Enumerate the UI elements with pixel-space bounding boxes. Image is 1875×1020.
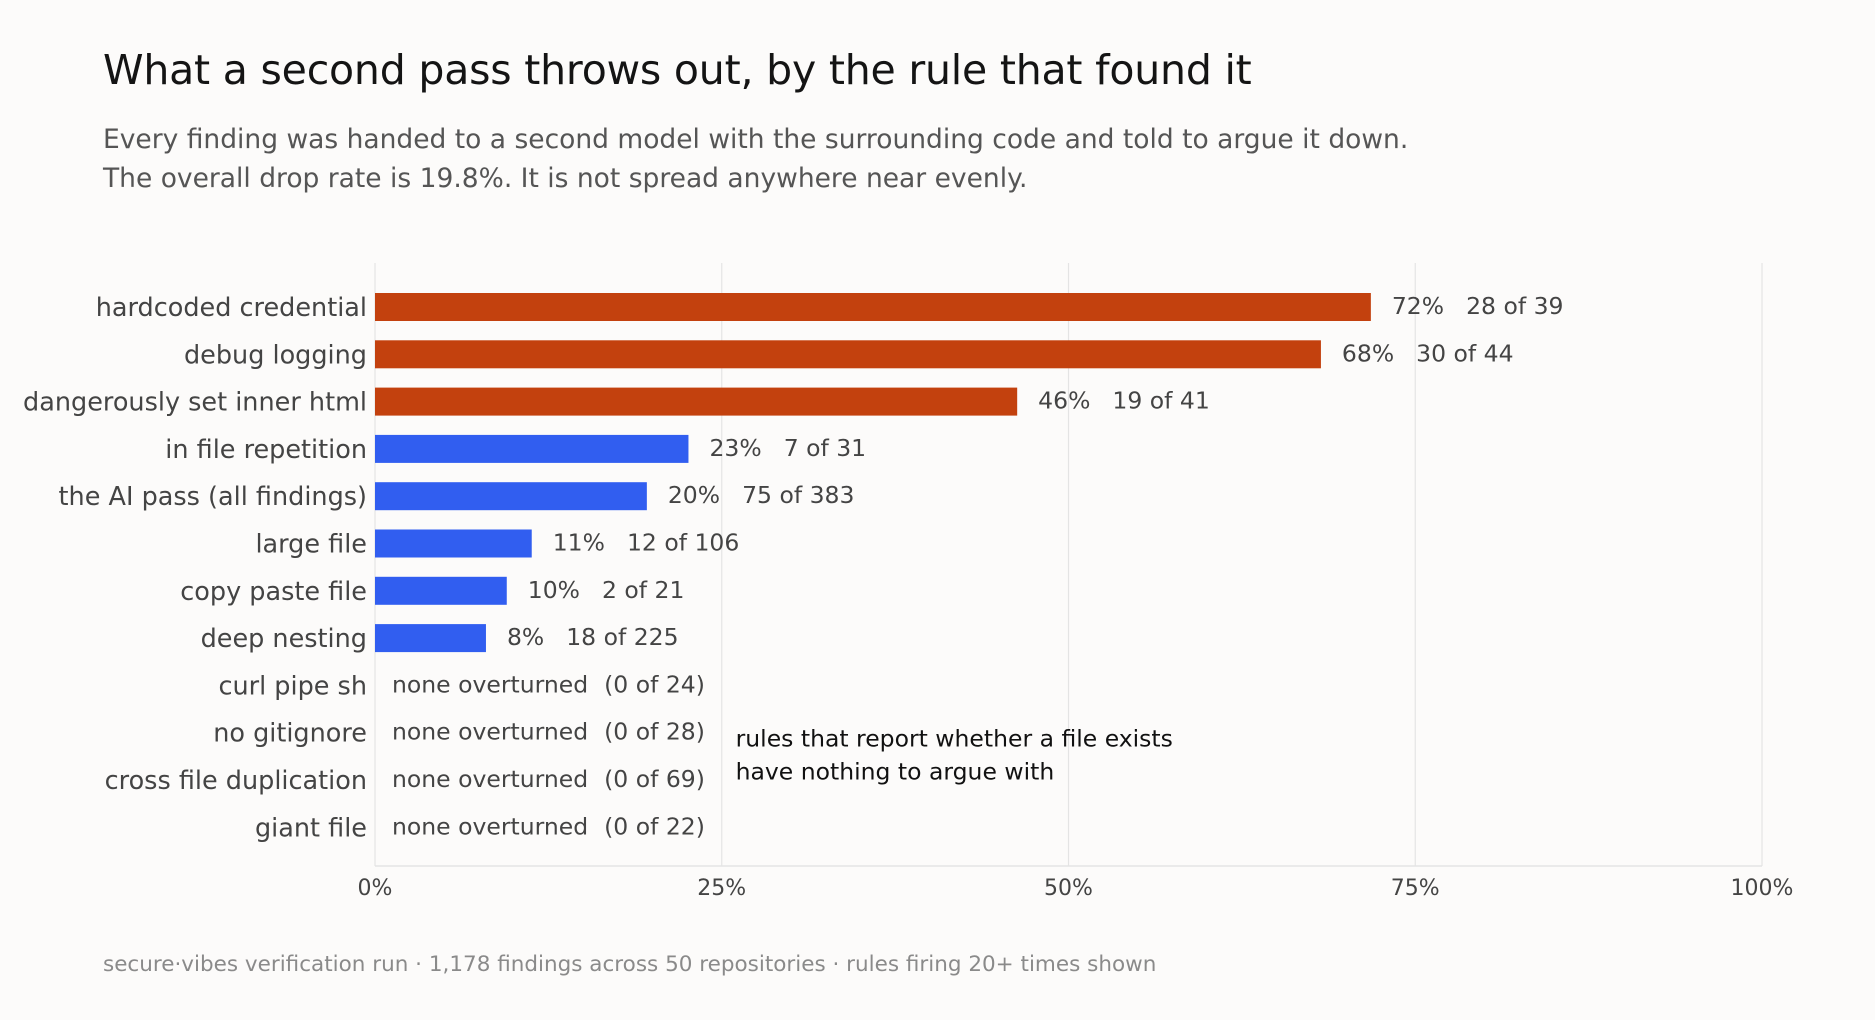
x-axis-ticks: 0% 25% 50% 75% 100% bbox=[358, 876, 1794, 901]
value-label: 72% bbox=[1392, 292, 1444, 320]
category-label: no gitignore bbox=[213, 719, 367, 749]
chart-footer: secure·vibes verification run · 1,178 fi… bbox=[103, 952, 1157, 977]
count-label: (0 of 22) bbox=[604, 812, 705, 840]
data-label: 20% 75 of 383 bbox=[668, 481, 855, 509]
chart-subtitle-line-2: The overall drop rate is 19.8%. It is no… bbox=[103, 163, 1028, 194]
data-label: none overturned (0 of 22) bbox=[392, 812, 705, 840]
value-label: 46% bbox=[1038, 387, 1090, 415]
bar bbox=[375, 529, 532, 558]
count-label: 12 of 106 bbox=[627, 529, 739, 557]
count-label: 75 of 383 bbox=[742, 481, 854, 509]
count-label: 28 of 39 bbox=[1466, 292, 1563, 320]
chart-subtitle-line-1: Every finding was handed to a second mod… bbox=[103, 124, 1409, 155]
data-label: 23% 7 of 31 bbox=[709, 434, 866, 462]
data-labels: 72% 28 of 39 68% 30 of 44 46% 19 of 41 23% 7 of… bbox=[392, 292, 1564, 840]
category-label: deep nesting bbox=[201, 624, 367, 654]
value-label: 20% bbox=[668, 481, 720, 509]
category-label: the AI pass (all findings) bbox=[59, 482, 367, 512]
category-label: giant file bbox=[255, 813, 367, 843]
count-label: 18 of 225 bbox=[566, 623, 678, 651]
data-label: none overturned (0 of 24) bbox=[392, 670, 705, 698]
chart-subtitle: Every finding was handed to a second mod… bbox=[103, 120, 1408, 198]
x-tick-label: 100% bbox=[1731, 876, 1794, 901]
value-label: 11% bbox=[553, 529, 605, 557]
annotation-line: have nothing to argue with bbox=[736, 758, 1055, 786]
count-label: 30 of 44 bbox=[1416, 339, 1513, 367]
annotation-line: rules that report whether a file exists bbox=[736, 725, 1173, 753]
count-label: 7 of 31 bbox=[784, 434, 866, 462]
bar bbox=[375, 624, 486, 653]
data-label: 8% 18 of 225 bbox=[507, 623, 679, 651]
x-tick-label: 50% bbox=[1044, 876, 1093, 901]
category-labels: hardcoded credential debug logging dangero… bbox=[23, 293, 367, 843]
data-label: none overturned (0 of 28) bbox=[392, 718, 705, 746]
value-label: none overturned bbox=[392, 670, 588, 698]
data-label: 11% 12 of 106 bbox=[553, 529, 740, 557]
category-label: hardcoded credential bbox=[96, 293, 367, 323]
bar bbox=[375, 576, 507, 605]
data-label: 46% 19 of 41 bbox=[1038, 387, 1210, 415]
chart-title: What a second pass throws out, by the ru… bbox=[103, 46, 1252, 94]
data-label: 10% 2 of 21 bbox=[528, 576, 685, 604]
bar bbox=[375, 387, 1018, 416]
bar bbox=[375, 482, 647, 511]
value-label: 10% bbox=[528, 576, 580, 604]
category-label: copy paste file bbox=[180, 577, 367, 607]
bar bbox=[375, 340, 1321, 369]
value-label: 23% bbox=[709, 434, 761, 462]
value-label: none overturned bbox=[392, 718, 588, 746]
x-tick-label: 25% bbox=[697, 876, 746, 901]
bar bbox=[375, 293, 1371, 321]
count-label: 19 of 41 bbox=[1112, 387, 1209, 415]
x-tick-label: 0% bbox=[358, 876, 393, 901]
category-label: cross file duplication bbox=[105, 766, 367, 796]
count-label: (0 of 24) bbox=[604, 670, 705, 698]
value-label: 68% bbox=[1342, 339, 1394, 367]
category-label: debug logging bbox=[184, 340, 367, 370]
category-label: dangerously set inner html bbox=[23, 388, 367, 418]
x-tick-label: 75% bbox=[1391, 876, 1440, 901]
count-label: (0 of 69) bbox=[604, 765, 705, 793]
value-label: 8% bbox=[507, 623, 544, 651]
bar bbox=[375, 434, 689, 463]
category-label: in file repetition bbox=[165, 435, 367, 465]
category-label: large file bbox=[255, 530, 367, 560]
data-label: none overturned (0 of 69) bbox=[392, 765, 705, 793]
count-label: (0 of 28) bbox=[604, 718, 705, 746]
annotation: rules that report whether a file exists h… bbox=[736, 725, 1173, 786]
category-label: curl pipe sh bbox=[218, 671, 367, 701]
value-label: none overturned bbox=[392, 812, 588, 840]
value-label: none overturned bbox=[392, 765, 588, 793]
count-label: 2 of 21 bbox=[602, 576, 684, 604]
data-label: 68% 30 of 44 bbox=[1342, 339, 1514, 367]
data-label: 72% 28 of 39 bbox=[1392, 292, 1564, 320]
bars bbox=[375, 293, 1371, 653]
